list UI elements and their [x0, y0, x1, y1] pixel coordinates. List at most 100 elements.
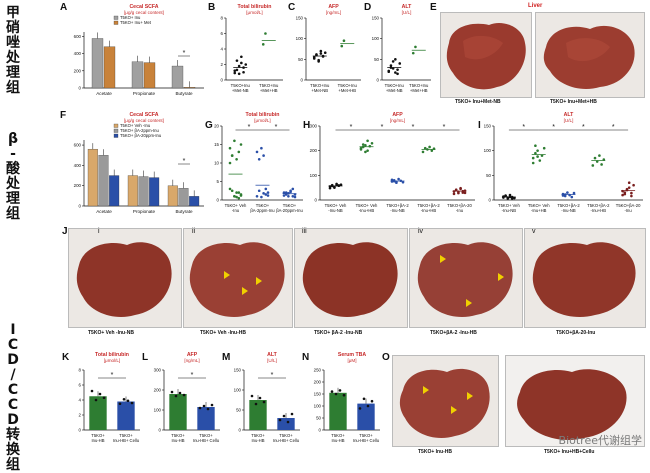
x-tick-label: Inu-HB+ Cellu	[193, 438, 220, 443]
data-point	[242, 70, 245, 74]
x-tick-label: T5KO+ Veh	[528, 203, 550, 208]
data-point	[361, 143, 365, 146]
panel-j-photo-5	[524, 228, 646, 328]
data-point	[178, 391, 182, 395]
legend-label: T5KO+ βA-20ppm-Inu	[120, 133, 162, 138]
liver-image	[446, 23, 526, 90]
data-point	[262, 154, 265, 157]
chart-subtitle: [U/L]	[267, 358, 277, 363]
y-tick-label: 0	[221, 78, 224, 83]
side-label-char: I	[10, 322, 16, 338]
data-point	[317, 60, 320, 63]
data-point	[244, 63, 248, 66]
data-point	[312, 57, 316, 60]
data-point	[421, 150, 425, 154]
side-label-char: 硝	[6, 20, 20, 36]
side-label-char: 理	[6, 191, 20, 207]
x-tick-label: T5KO+	[279, 433, 293, 438]
data-point	[591, 164, 595, 167]
data-point	[572, 191, 576, 195]
data-point	[284, 191, 288, 194]
panel-j-photo-3	[294, 228, 408, 328]
data-point	[198, 406, 202, 410]
chart-title: Serum TBA	[338, 352, 367, 358]
data-point	[339, 183, 343, 187]
chart-title: ALT	[402, 4, 413, 10]
sig-star: *	[248, 124, 251, 131]
data-point	[531, 156, 535, 160]
side-label-char: D	[7, 412, 19, 428]
data-point	[358, 407, 362, 410]
data-point	[459, 186, 462, 190]
x-tick-label: Inu-HB+ Cellu	[273, 438, 300, 443]
x-tick-label: Inu-HB+ Cellu	[353, 438, 380, 443]
x-tick-label: Propionate	[133, 209, 156, 214]
chart-subtitle: [μmol/L]	[104, 358, 120, 363]
sig-star: *	[582, 124, 585, 131]
data-point	[359, 148, 363, 151]
data-point	[452, 192, 456, 196]
x-tick-label: T5KO+Inu	[338, 83, 358, 88]
data-point	[568, 193, 571, 197]
data-point	[338, 389, 342, 392]
x-tick-label: +Met+HB	[260, 88, 278, 93]
data-point	[260, 146, 263, 150]
panel-d-chart: ALT [U/L] 0 50 100 150 T5KO+Inu +Met-NB T5KO+Inu…	[368, 2, 434, 102]
data-point	[174, 394, 178, 398]
legend-label: T5KO+ Inu+ Met	[120, 20, 152, 25]
y-tick-label: 50	[236, 408, 241, 413]
data-point	[233, 71, 237, 75]
bar	[183, 87, 196, 89]
panel-i-chart: ALT [U/L] 0 50 100 150 T5KO+ Veh -Inu-NB T5KO+ V…	[480, 110, 646, 222]
panel-b-chart: Total bilirubin [μmol/L] 0 2 4 6 8 T5KO+Inu +Met…	[212, 2, 286, 102]
bar	[329, 392, 347, 430]
chart-subtitle: [μmol/L]	[246, 10, 262, 15]
side-label-char: C	[7, 337, 19, 353]
panel-f-chart: Cecal SCFA [μg/g cecal content] 0 200 400 600…	[68, 110, 208, 220]
data-point	[260, 195, 263, 199]
data-point	[630, 194, 633, 198]
panel-letter-n: N	[302, 352, 310, 363]
x-tick-label: T5KO+Inu	[259, 83, 279, 88]
data-point	[593, 156, 597, 160]
data-point	[94, 398, 98, 402]
data-point	[235, 195, 238, 199]
chart-title: Total bilirubin	[95, 352, 129, 358]
bar	[169, 394, 187, 430]
data-point	[235, 68, 239, 72]
y-tick-label: 600	[74, 143, 82, 148]
data-point	[130, 401, 134, 405]
sig-star: *	[350, 124, 353, 131]
sig-star: *	[183, 50, 186, 57]
side-label-char: C	[7, 397, 19, 413]
sig-star: *	[111, 372, 114, 379]
data-point	[291, 187, 295, 191]
bar	[103, 46, 116, 89]
sig-star: *	[522, 124, 525, 131]
data-point	[368, 144, 372, 148]
data-point	[342, 393, 346, 397]
data-point	[264, 32, 267, 35]
data-point	[289, 190, 292, 194]
bar	[143, 62, 156, 89]
x-tick-label: +Met-NB	[232, 88, 249, 93]
data-point	[323, 51, 327, 55]
data-point	[536, 149, 539, 152]
side-label-char: 组	[6, 206, 20, 222]
data-point	[239, 143, 243, 146]
x-tick-label: Acetate	[96, 91, 112, 96]
y-tick-label: 100	[372, 36, 380, 41]
chart-subtitle: [μM]	[347, 358, 356, 363]
x-tick-label: +Met+HB	[410, 88, 428, 93]
data-point	[600, 163, 603, 166]
chart-subtitle: [μmol/L]	[254, 118, 270, 123]
y-tick-label: 250	[314, 368, 322, 373]
panel-j-sub-ii: ii	[192, 228, 196, 235]
chart-subtitle: [μg/g cecal content]	[124, 10, 164, 15]
data-point	[282, 194, 286, 197]
panel-g-chart: Total bilirubin [μmol/L] 0 5 10 15 20 T5KO+ Veh…	[208, 110, 306, 222]
bar	[277, 418, 295, 430]
chart-title: ALT	[267, 352, 278, 358]
data-point	[506, 196, 510, 199]
sig-star: *	[191, 372, 194, 379]
